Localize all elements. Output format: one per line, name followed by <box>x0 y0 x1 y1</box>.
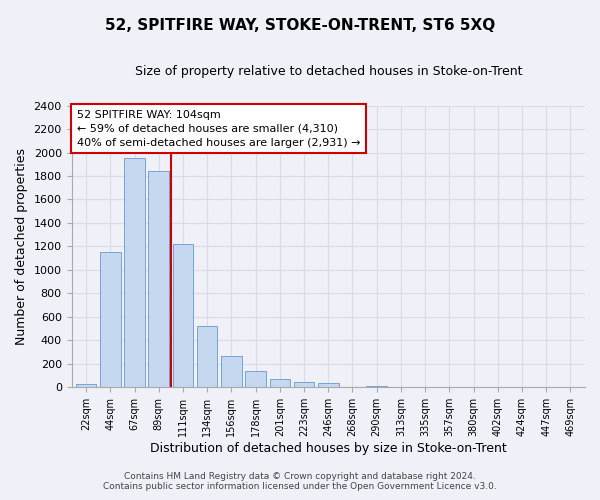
Bar <box>100 252 121 388</box>
Text: Contains HM Land Registry data © Crown copyright and database right 2024.: Contains HM Land Registry data © Crown c… <box>124 472 476 481</box>
Text: 52 SPITFIRE WAY: 104sqm
← 59% of detached houses are smaller (4,310)
40% of semi: 52 SPITFIRE WAY: 104sqm ← 59% of detache… <box>77 110 360 148</box>
Y-axis label: Number of detached properties: Number of detached properties <box>15 148 28 345</box>
Bar <box>148 172 169 388</box>
Text: 52, SPITFIRE WAY, STOKE-ON-TRENT, ST6 5XQ: 52, SPITFIRE WAY, STOKE-ON-TRENT, ST6 5X… <box>105 18 495 32</box>
Bar <box>124 158 145 388</box>
Bar <box>294 382 314 388</box>
Bar <box>245 371 266 388</box>
Bar <box>173 244 193 388</box>
Title: Size of property relative to detached houses in Stoke-on-Trent: Size of property relative to detached ho… <box>134 65 522 78</box>
Bar <box>76 384 97 388</box>
X-axis label: Distribution of detached houses by size in Stoke-on-Trent: Distribution of detached houses by size … <box>150 442 506 455</box>
Bar <box>221 356 242 388</box>
Bar <box>197 326 217 388</box>
Bar <box>318 383 338 388</box>
Bar <box>367 386 387 388</box>
Text: Contains public sector information licensed under the Open Government Licence v3: Contains public sector information licen… <box>103 482 497 491</box>
Bar <box>269 378 290 388</box>
Bar <box>342 387 363 388</box>
